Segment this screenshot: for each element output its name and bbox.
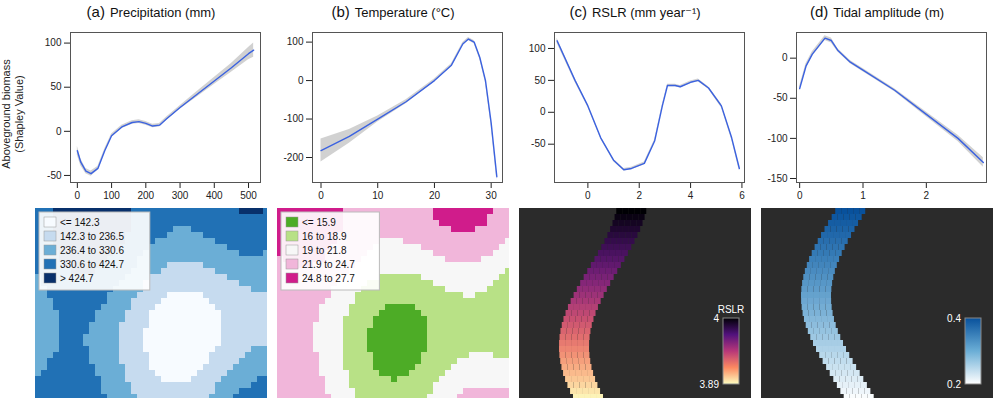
svg-text:500: 500: [240, 190, 257, 201]
svg-text:> 424.7: > 424.7: [60, 273, 94, 284]
svg-text:0.2: 0.2: [947, 379, 961, 390]
svg-text:400: 400: [206, 190, 223, 201]
svg-text:100: 100: [529, 43, 546, 54]
svg-text:200: 200: [137, 190, 154, 201]
svg-text:16 to 18.9: 16 to 18.9: [302, 231, 347, 242]
svg-text:300: 300: [172, 190, 189, 201]
svg-text:RSLR: RSLR: [718, 304, 745, 315]
svg-text:50: 50: [534, 75, 546, 86]
svg-text:50: 50: [50, 81, 62, 92]
svg-text:6: 6: [739, 190, 745, 201]
svg-text:-150: -150: [767, 173, 787, 184]
html-text:(b) Temperature (°C): (b) Temperature (°C): [331, 3, 455, 20]
svg-text:0: 0: [298, 75, 304, 86]
svg-text:0: 0: [797, 190, 803, 201]
svg-text:0: 0: [75, 190, 81, 201]
svg-text:10: 10: [372, 190, 384, 201]
svg-text:0.4: 0.4: [947, 313, 961, 324]
svg-text:Aboveground biomass(Shapley Va: Aboveground biomass(Shapley Value): [0, 59, 25, 169]
svg-text:100: 100: [45, 37, 62, 48]
svg-text:<= 142.3: <= 142.3: [60, 217, 100, 228]
html-text:(c) RSLR (mm year⁻¹): (c) RSLR (mm year⁻¹): [569, 3, 701, 20]
svg-text:236.4 to 330.6: 236.4 to 330.6: [60, 245, 124, 256]
svg-text:3.89: 3.89: [700, 379, 720, 390]
svg-text:-100: -100: [283, 113, 303, 124]
svg-text:30: 30: [486, 190, 498, 201]
svg-text:19 to 21.8: 19 to 21.8: [302, 245, 347, 256]
svg-text:0: 0: [318, 190, 324, 201]
svg-text:2: 2: [924, 190, 930, 201]
svg-text:100: 100: [103, 190, 120, 201]
svg-text:2: 2: [636, 190, 642, 201]
svg-text:0: 0: [540, 106, 546, 117]
svg-text:<= 15.9: <= 15.9: [302, 217, 336, 228]
svg-text:0: 0: [585, 190, 591, 201]
svg-text:1: 1: [860, 190, 866, 201]
svg-text:4: 4: [688, 190, 694, 201]
svg-text:-200: -200: [283, 152, 303, 163]
svg-text:24.8 to 27.7: 24.8 to 27.7: [302, 273, 355, 284]
html-text:(a) Precipitation (mm): (a) Precipitation (mm): [86, 3, 216, 20]
svg-text:-50: -50: [531, 138, 546, 149]
svg-text:100: 100: [287, 36, 304, 47]
svg-text:0: 0: [56, 126, 62, 137]
svg-text:21.9 to 24.7: 21.9 to 24.7: [302, 259, 355, 270]
html-text:(d) Tidal amplitude (m): (d) Tidal amplitude (m): [809, 3, 945, 20]
svg-text:20: 20: [429, 190, 441, 201]
svg-text:-100: -100: [767, 133, 787, 144]
svg-text:-50: -50: [773, 92, 788, 103]
svg-text:0: 0: [782, 52, 788, 63]
svg-text:4: 4: [713, 313, 719, 324]
svg-text:-50: -50: [47, 170, 62, 181]
svg-text:142.3 to 236.5: 142.3 to 236.5: [60, 231, 124, 242]
svg-text:330.6 to 424.7: 330.6 to 424.7: [60, 259, 124, 270]
